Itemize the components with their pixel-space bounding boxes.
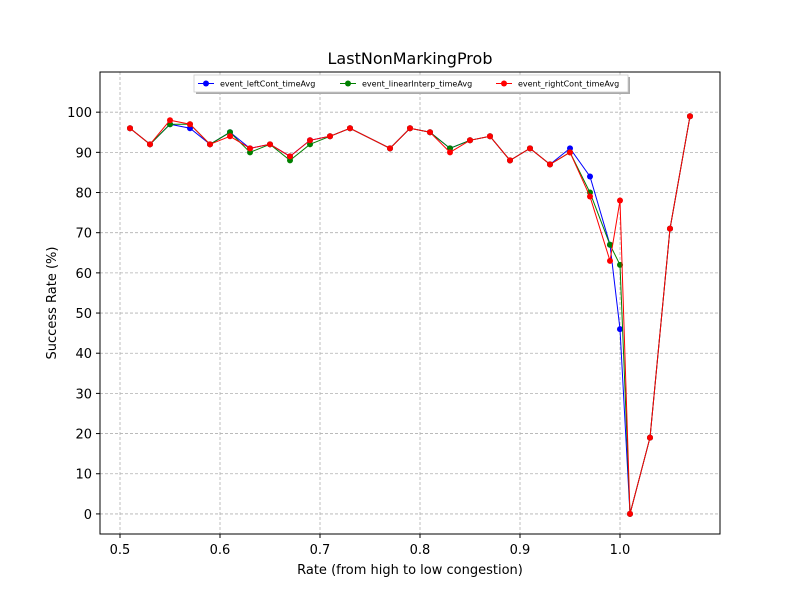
y-tick-label: 40: [75, 347, 92, 362]
y-tick-label: 20: [75, 428, 92, 443]
data-point: [327, 133, 333, 140]
data-point: [647, 434, 653, 441]
y-tick-label: 80: [75, 187, 92, 202]
data-point: [267, 141, 273, 148]
x-tick-label: 0.8: [410, 543, 431, 558]
data-point: [387, 145, 393, 152]
data-point: [167, 117, 173, 124]
x-tick-label: 0.7: [310, 543, 331, 558]
x-tick-label: 1.0: [610, 543, 631, 558]
data-point: [547, 161, 553, 168]
y-tick-label: 30: [75, 387, 92, 402]
x-tick-label: 0.6: [210, 543, 231, 558]
legend-marker: [501, 80, 507, 87]
legend-marker: [203, 80, 209, 87]
series-2: [127, 113, 693, 517]
data-point: [407, 125, 413, 132]
data-point: [247, 145, 253, 152]
gridlines: [100, 72, 720, 534]
data-point: [627, 510, 633, 517]
data-point: [427, 129, 433, 136]
data-point: [307, 137, 313, 144]
data-point: [467, 137, 473, 144]
data-point: [287, 153, 293, 160]
data-point: [507, 157, 513, 164]
chart-title: LastNonMarkingProb: [328, 49, 493, 68]
data-point: [607, 241, 613, 248]
data-point: [587, 193, 593, 200]
data-point: [667, 225, 673, 232]
y-tick-label: 90: [75, 146, 92, 161]
y-axis-label: Success Rate (%): [45, 247, 60, 360]
y-tick-label: 50: [75, 307, 92, 322]
data-point: [147, 141, 153, 148]
data-point: [487, 133, 493, 140]
data-point: [227, 133, 233, 140]
data-point: [587, 173, 593, 180]
plot-series: [127, 113, 693, 517]
data-point: [617, 261, 623, 268]
data-point: [447, 149, 453, 156]
data-point: [617, 326, 623, 333]
legend-label: event_rightCont_timeAvg: [518, 80, 619, 89]
y-tick-label: 70: [75, 227, 92, 242]
y-tick-label: 10: [75, 468, 92, 483]
legend-marker: [345, 80, 351, 87]
legend: event_leftCont_timeAvg event_linearInterp…: [193, 74, 630, 94]
data-point: [567, 149, 573, 156]
data-point: [617, 197, 623, 204]
x-tick-label: 0.5: [110, 543, 131, 558]
legend-label: event_linearInterp_timeAvg: [362, 80, 472, 89]
data-point: [187, 121, 193, 128]
y-tick-label: 100: [67, 106, 92, 121]
legend-label: event_leftCont_timeAvg: [220, 80, 315, 89]
data-point: [527, 145, 533, 152]
axis-ticks: 0.5 0.6 0.7 0.8 0.9 1.0 0 10 20 30 40 50 60 70 80 90 100: [67, 106, 630, 558]
data-point: [127, 125, 133, 132]
plot-frame: [99, 71, 721, 535]
data-point: [347, 125, 353, 132]
data-point: [607, 257, 613, 264]
x-tick-label: 0.9: [510, 543, 531, 558]
y-tick-label: 0: [84, 508, 92, 523]
data-point: [207, 141, 213, 148]
data-point: [687, 113, 693, 120]
y-tick-label: 60: [75, 267, 92, 282]
x-axis-label: Rate (from high to low congestion): [297, 563, 523, 578]
legend-box: [193, 74, 629, 93]
